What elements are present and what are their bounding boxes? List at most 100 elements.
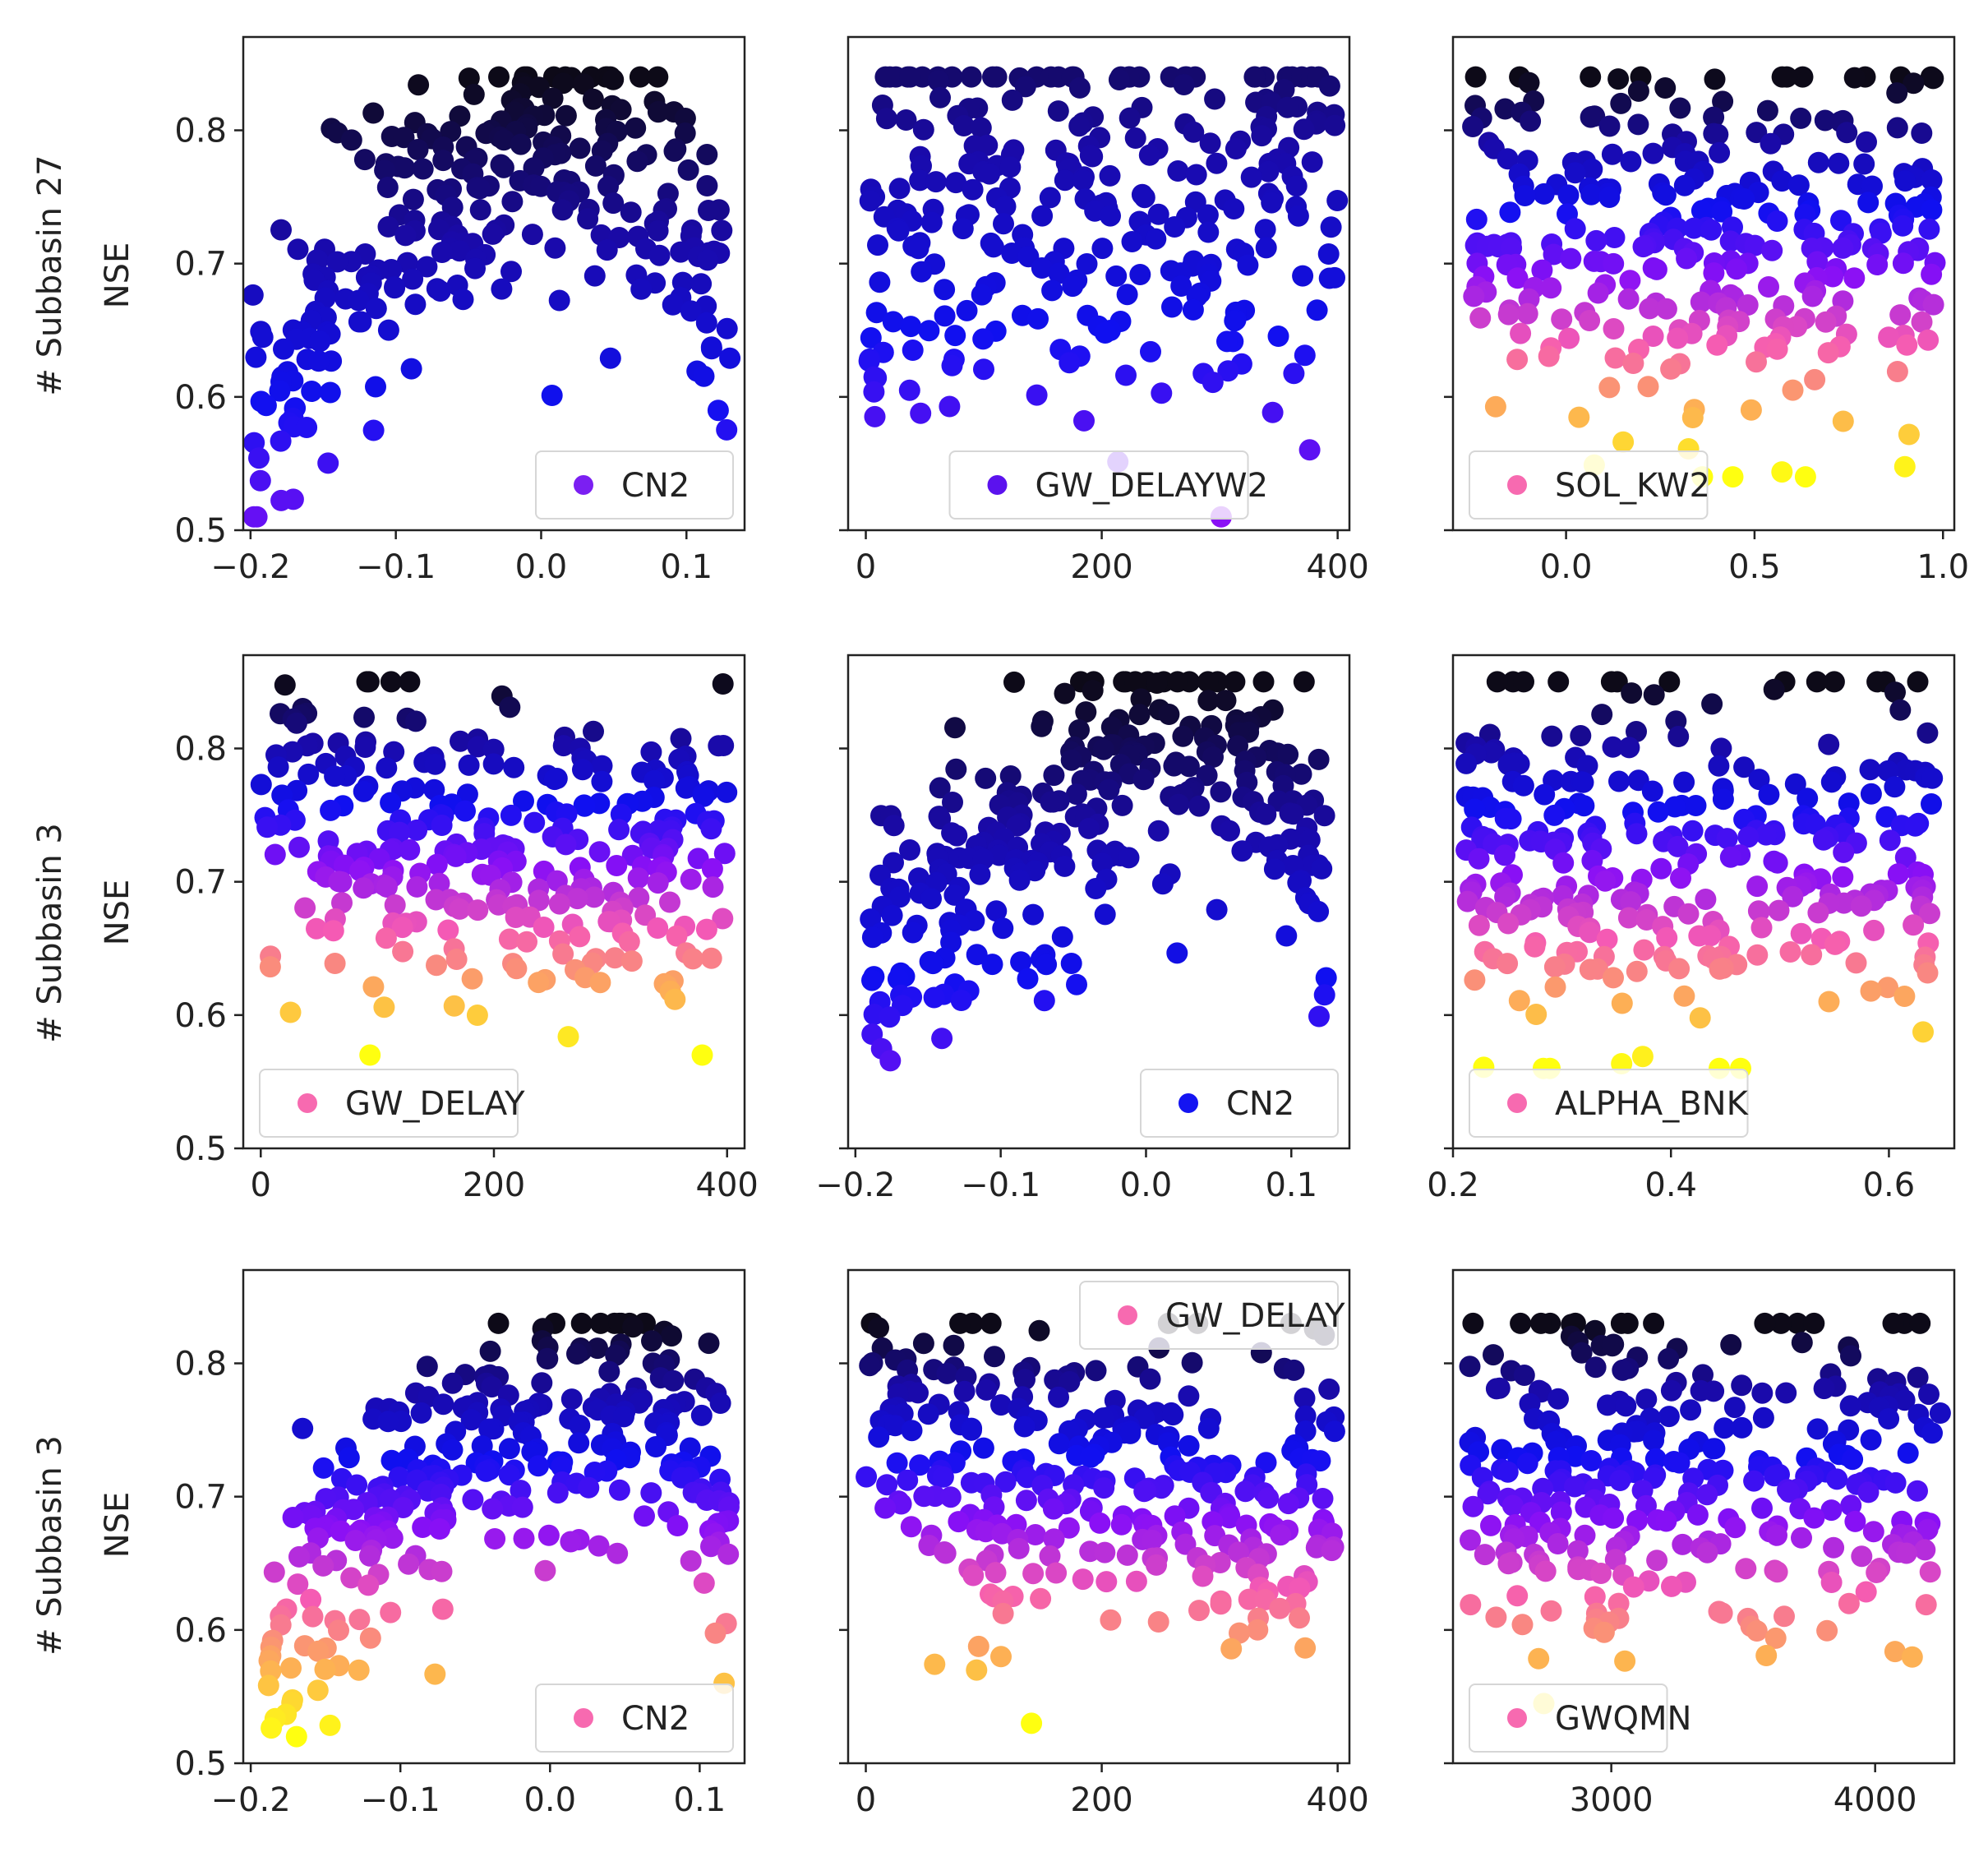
point-p1-131 <box>620 201 642 224</box>
legend-marker-p9 <box>1507 1708 1527 1728</box>
point-p8-105 <box>1178 1434 1200 1457</box>
point-p7-239 <box>344 1530 367 1551</box>
point-p5-257 <box>1315 967 1337 989</box>
point-p7-136 <box>528 1455 549 1477</box>
point-p2-72 <box>1293 118 1315 141</box>
point-p6-25 <box>1541 725 1563 747</box>
point-p4-160 <box>264 843 286 866</box>
point-p7-258 <box>263 1561 285 1583</box>
point-p5-253 <box>1036 954 1058 976</box>
point-p3-262 <box>1558 327 1580 349</box>
point-p7-256 <box>534 1559 556 1582</box>
point-p4-295 <box>279 1001 302 1023</box>
point-p3-275 <box>1506 349 1529 371</box>
ylabel-nse-3: NSE <box>99 1492 136 1559</box>
point-p1-244 <box>719 347 741 369</box>
axes-frame-p5 <box>846 654 1351 1150</box>
point-p3-113 <box>1921 199 1943 221</box>
point-p4-26 <box>552 735 574 757</box>
point-p1-75 <box>663 140 685 162</box>
point-p6-283 <box>1877 977 1898 999</box>
point-p4-159 <box>713 843 736 865</box>
point-p2-168 <box>888 219 910 242</box>
point-p1-128 <box>551 199 574 221</box>
point-p4-204 <box>406 875 428 898</box>
point-p2-269 <box>863 381 885 403</box>
point-p4-175 <box>606 855 628 876</box>
point-p2-199 <box>911 261 933 283</box>
point-p1-35 <box>362 102 385 124</box>
point-p2-212 <box>1170 275 1192 297</box>
point-p6-251 <box>1524 935 1546 958</box>
legend-label-p1: CN2 <box>621 467 690 505</box>
point-p9-61 <box>1893 1389 1916 1411</box>
xtick-label-p9-0: 3000 <box>1570 1781 1654 1819</box>
point-p2-166 <box>952 218 974 240</box>
point-p8-194 <box>1164 1505 1186 1527</box>
point-p1-22 <box>463 83 485 105</box>
point-p7-233 <box>381 1527 404 1550</box>
point-p3-290 <box>1832 410 1854 432</box>
point-p9-226 <box>1460 1529 1481 1551</box>
point-p5-66 <box>1308 748 1330 770</box>
point-p2-153 <box>1100 205 1121 227</box>
point-p7-298 <box>261 1717 283 1739</box>
point-p3-281 <box>1804 368 1826 390</box>
point-p3-201 <box>1843 267 1866 289</box>
point-p2-196 <box>1031 257 1053 279</box>
point-p9-275 <box>1460 1594 1482 1616</box>
point-p2-34 <box>927 70 949 91</box>
point-p7-175 <box>547 1482 569 1504</box>
point-p6-170 <box>1594 870 1617 892</box>
point-p1-243 <box>599 347 621 369</box>
point-p2-120 <box>945 172 967 194</box>
point-p9-260 <box>1766 1561 1788 1583</box>
point-p8-175 <box>1312 1488 1334 1509</box>
point-p6-148 <box>1494 844 1515 866</box>
axes-frame-p2 <box>846 35 1351 532</box>
ytick-label-p4-0: 0.5 <box>174 1130 227 1168</box>
point-p8-2 <box>949 1312 971 1334</box>
point-p7-170 <box>608 1479 630 1501</box>
point-p3-21 <box>1610 92 1632 114</box>
point-p6-276 <box>1709 958 1731 980</box>
point-p4-234 <box>467 899 489 921</box>
point-p1-182 <box>396 252 418 274</box>
point-p7-27 <box>537 1348 559 1369</box>
ytick-label-p7-1: 0.6 <box>174 1612 227 1650</box>
point-p8-239 <box>1321 1540 1343 1562</box>
point-p9-90 <box>1921 1422 1943 1444</box>
point-p2-204 <box>1292 265 1314 287</box>
point-p6-155 <box>1552 852 1575 874</box>
point-p9-30 <box>1658 1347 1680 1369</box>
point-p6-164 <box>1832 866 1854 888</box>
point-p4-225 <box>548 893 570 915</box>
point-p2-222 <box>1182 298 1204 321</box>
legend-p1: CN2 <box>535 450 734 520</box>
xtick-label-p1-2: 0.0 <box>515 548 568 586</box>
point-p7-292 <box>307 1679 329 1702</box>
point-p7-147 <box>475 1460 497 1482</box>
point-p9-32 <box>1584 1356 1607 1379</box>
point-p9-272 <box>1584 1586 1606 1608</box>
point-p2-252 <box>1294 344 1316 367</box>
point-p2-264 <box>1115 364 1137 386</box>
axes-frame-p9 <box>1451 1268 1956 1765</box>
point-p7-260 <box>340 1567 362 1589</box>
point-p9-262 <box>1866 1562 1888 1583</box>
point-p2-68 <box>1068 115 1091 137</box>
point-p5-252 <box>981 954 1003 976</box>
point-p4-259 <box>375 927 397 949</box>
point-p3-143 <box>1603 227 1626 248</box>
point-p5-60 <box>1277 743 1299 765</box>
point-p6-87 <box>1464 798 1486 820</box>
point-p9-38 <box>1513 1365 1535 1386</box>
point-p3-85 <box>1787 174 1810 196</box>
point-p9-203 <box>1844 1510 1866 1532</box>
point-p9-10 <box>1462 1312 1484 1334</box>
point-p9-12 <box>1510 1312 1532 1334</box>
point-p8-44 <box>976 1379 998 1401</box>
point-p9-34 <box>1612 1359 1634 1381</box>
point-p7-269 <box>302 1605 324 1628</box>
point-p6-145 <box>1833 841 1855 863</box>
